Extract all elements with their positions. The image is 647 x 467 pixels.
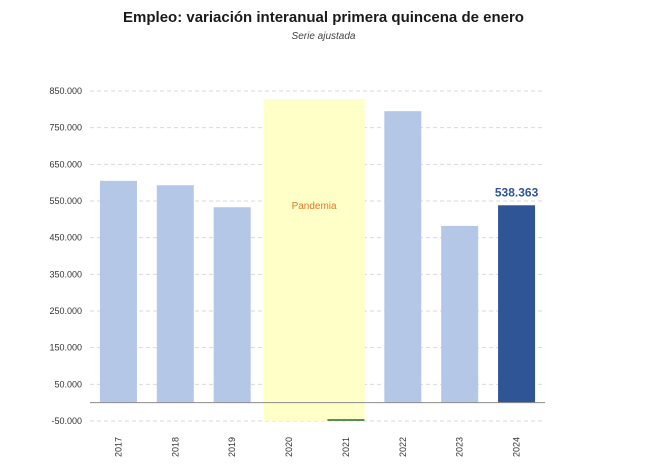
x-tick-label: 2024 xyxy=(512,437,522,457)
data-label: 538.363 xyxy=(495,185,539,199)
y-tick-label: 850.000 xyxy=(49,86,82,96)
y-tick-label: -50.000 xyxy=(51,416,82,426)
x-axis-tick-labels: 2017 2018 2019 2020 2021 2022 2023 2024 xyxy=(113,437,521,457)
y-tick-label: 50.000 xyxy=(54,379,82,389)
x-tick-label: 2023 xyxy=(455,437,465,457)
pandemic-band-rect xyxy=(263,99,365,421)
chart-title: Empleo: variación interanual primera qui… xyxy=(123,9,524,26)
y-tick-label: 750.000 xyxy=(49,123,82,133)
y-tick-label: 450.000 xyxy=(49,233,82,243)
y-tick-label: 150.000 xyxy=(49,343,82,353)
y-tick-label: 250.000 xyxy=(49,306,82,316)
pandemic-band: Pandemia xyxy=(263,99,365,421)
x-tick-label: 2020 xyxy=(284,437,294,457)
y-axis-tick-labels: -50.000 50.000 150.000 250.000 350.000 450.00… xyxy=(49,86,82,426)
x-tick-label: 2021 xyxy=(341,437,351,457)
bar-2022 xyxy=(384,111,422,403)
bar-2018 xyxy=(156,185,194,403)
x-tick-label: 2018 xyxy=(170,437,180,457)
bar-2023 xyxy=(441,225,479,403)
x-tick-label: 2017 xyxy=(113,437,123,457)
x-tick-label: 2019 xyxy=(227,437,237,457)
y-tick-label: 550.000 xyxy=(49,196,82,206)
bar-2017 xyxy=(99,180,137,403)
y-tick-label: 350.000 xyxy=(49,269,82,279)
data-labels: 538.363 xyxy=(495,185,539,199)
y-tick-label: 650.000 xyxy=(49,159,82,169)
bar-2019 xyxy=(213,207,251,403)
chart-subtitle: Serie ajustada xyxy=(291,31,356,42)
bar-2021 xyxy=(327,419,365,421)
bar-2024 xyxy=(498,205,536,403)
x-tick-label: 2022 xyxy=(398,437,408,457)
pandemic-band-label: Pandemia xyxy=(292,201,337,212)
bars xyxy=(99,111,536,421)
